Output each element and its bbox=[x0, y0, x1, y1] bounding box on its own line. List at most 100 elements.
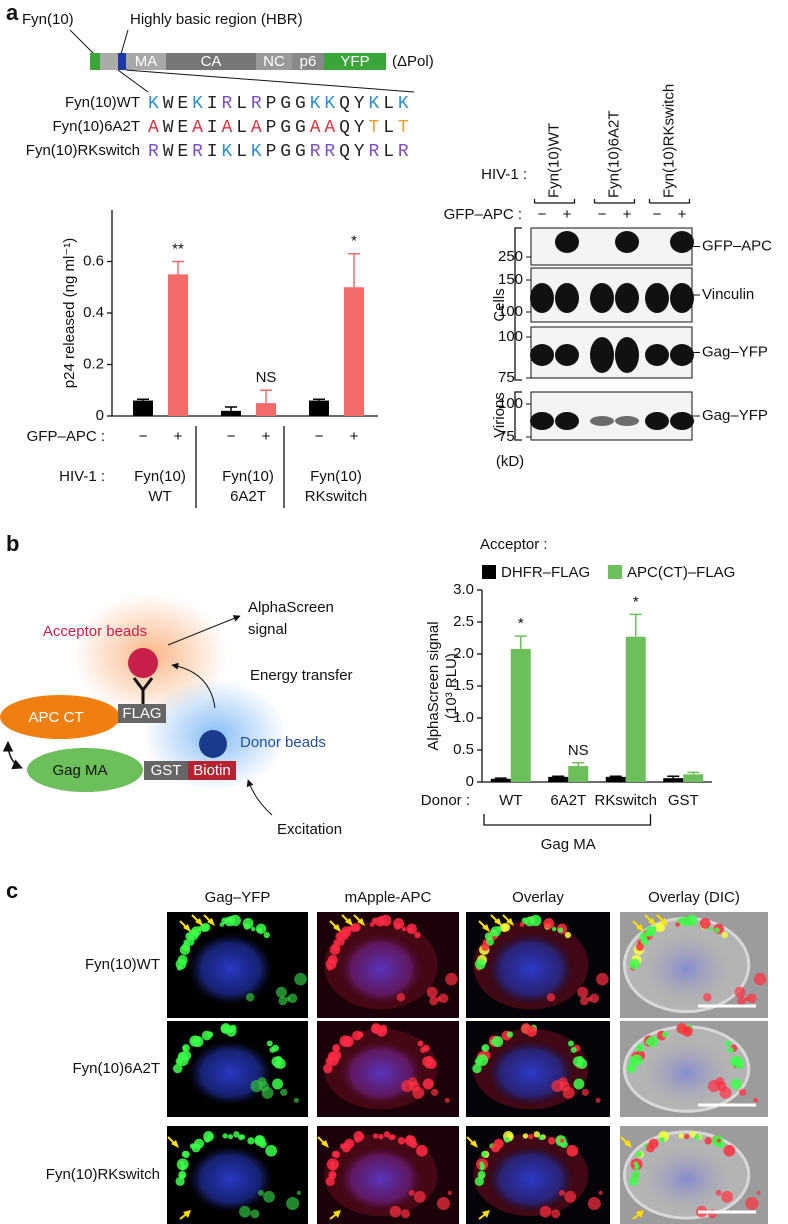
micrograph bbox=[620, 1126, 768, 1224]
signal-dot bbox=[225, 1025, 237, 1037]
signal-dot bbox=[681, 1025, 693, 1037]
signal-dot bbox=[429, 996, 438, 1006]
bracket bbox=[514, 227, 522, 381]
signal-dot bbox=[562, 1086, 575, 1099]
lane-label: Fyn(10)RKswitch bbox=[660, 84, 677, 198]
signal-dot bbox=[332, 1044, 341, 1052]
micrograph bbox=[620, 912, 768, 1018]
signal-dot bbox=[539, 1205, 552, 1218]
signal-dot bbox=[577, 986, 589, 998]
x-tick-label: − bbox=[139, 428, 148, 445]
column-header: mApple-APC bbox=[345, 889, 432, 906]
signal-dot bbox=[416, 1144, 428, 1157]
gst-label: GST bbox=[151, 762, 182, 779]
nucleus bbox=[338, 1145, 424, 1213]
arrowhead bbox=[207, 918, 215, 926]
signal-dot bbox=[639, 932, 648, 941]
signal-dot bbox=[734, 1056, 741, 1063]
domain: NC bbox=[263, 53, 285, 70]
signal-dot bbox=[325, 1176, 335, 1186]
signal-dot bbox=[376, 1025, 388, 1037]
arrowhead bbox=[648, 918, 656, 926]
signal-dot bbox=[181, 1150, 189, 1158]
signal-dot bbox=[372, 1133, 379, 1139]
signal-dot bbox=[645, 1039, 651, 1045]
marker-label: 250 bbox=[498, 248, 523, 265]
signal-dot bbox=[327, 1054, 339, 1067]
x-tick-label: + bbox=[350, 428, 359, 445]
signal-dot bbox=[528, 1134, 534, 1140]
signal-dot bbox=[662, 1133, 669, 1139]
band bbox=[615, 416, 639, 426]
nucleus bbox=[188, 1145, 273, 1213]
arrowhead bbox=[183, 924, 191, 932]
signal-dot bbox=[504, 1136, 510, 1143]
signal-dot bbox=[719, 1086, 732, 1099]
signal-dot bbox=[275, 1056, 283, 1063]
significance: * bbox=[351, 233, 357, 250]
signal-dot bbox=[595, 1097, 601, 1103]
arrowhead bbox=[333, 924, 341, 932]
signal-dot bbox=[438, 993, 449, 1004]
signal-dot bbox=[393, 918, 405, 929]
signal-label: signal bbox=[248, 621, 287, 638]
signal-dot bbox=[548, 1137, 556, 1145]
x-tick-label: 6A2T bbox=[550, 792, 586, 809]
nucleus bbox=[487, 932, 574, 1006]
signal-dot bbox=[191, 1143, 201, 1153]
signal-dot bbox=[430, 1088, 439, 1097]
bar bbox=[221, 410, 241, 416]
signal-dot bbox=[629, 958, 640, 970]
panel-label: c bbox=[6, 878, 18, 903]
bar bbox=[625, 636, 646, 782]
bar bbox=[309, 400, 329, 416]
error-bar bbox=[572, 762, 585, 766]
signal-dot bbox=[173, 1063, 183, 1074]
panel-label: b bbox=[6, 531, 19, 556]
sign: − bbox=[653, 206, 662, 223]
signal-dot bbox=[490, 1039, 497, 1045]
band bbox=[555, 283, 579, 313]
band bbox=[590, 283, 614, 313]
signal-dot bbox=[721, 1190, 733, 1203]
nucleus bbox=[188, 932, 273, 1006]
y-tick-label: 0.2 bbox=[83, 355, 104, 372]
group-label: RKswitch bbox=[305, 488, 368, 505]
excitation-label: Excitation bbox=[277, 821, 342, 838]
x-tick-label: + bbox=[174, 428, 183, 445]
signal-dot bbox=[481, 942, 490, 951]
signal-dot bbox=[630, 1054, 643, 1067]
signal-dot bbox=[724, 1040, 731, 1047]
signal-dot bbox=[263, 1190, 275, 1203]
signal-dot bbox=[477, 1170, 486, 1179]
signal-dot bbox=[659, 1136, 665, 1143]
y-label: AlphaScreen signal bbox=[425, 621, 442, 750]
signal-dot bbox=[286, 1196, 300, 1211]
nucleus bbox=[487, 1040, 574, 1106]
signal-dot bbox=[558, 1077, 568, 1087]
signal-dot bbox=[566, 1144, 579, 1157]
signal-dot bbox=[546, 992, 556, 1002]
signal-dot bbox=[445, 972, 458, 986]
signal-dot bbox=[389, 1205, 402, 1218]
arrow bbox=[167, 615, 241, 646]
y-label: (10³ RLU) bbox=[443, 653, 460, 719]
sequence-name: Fyn(10)RKswitch bbox=[26, 142, 140, 159]
signal-dot bbox=[699, 918, 711, 929]
signal-dot bbox=[704, 1137, 712, 1145]
signal-dot bbox=[369, 922, 375, 927]
gag-ellipse bbox=[27, 748, 143, 792]
error-bar bbox=[687, 771, 700, 775]
signal-dot bbox=[573, 1078, 585, 1090]
signal-dot bbox=[245, 992, 255, 1002]
bar bbox=[568, 766, 589, 782]
ca-box bbox=[166, 53, 256, 70]
x-tick-label: WT bbox=[499, 792, 522, 809]
band bbox=[590, 416, 614, 426]
arrowhead bbox=[636, 924, 644, 932]
sign: + bbox=[563, 206, 572, 223]
blot bbox=[530, 391, 693, 441]
signal-dot bbox=[412, 1086, 425, 1099]
signal-dot bbox=[341, 1143, 351, 1153]
hbr-box bbox=[118, 53, 126, 70]
